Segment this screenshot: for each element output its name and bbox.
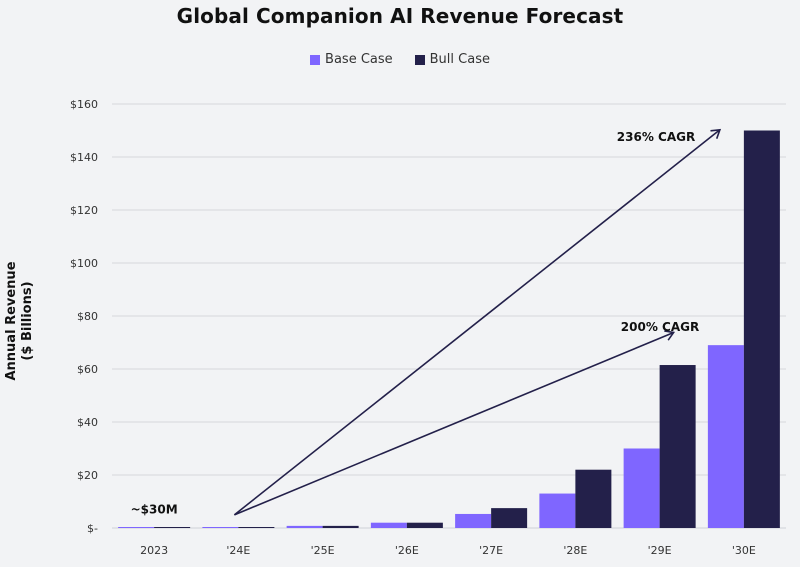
bar-bull-case (154, 527, 191, 528)
legend-item-base-case: Base Case (310, 52, 393, 67)
y-tick-label: $80 (77, 310, 98, 323)
bar-bull-case (491, 508, 528, 528)
legend-label-base-case: Base Case (325, 52, 393, 67)
legend-swatch-base-case (310, 54, 321, 65)
y-tick-label: $100 (70, 257, 98, 270)
legend-label-bull-case: Bull Case (429, 52, 490, 67)
x-tick-label: '25E (311, 544, 335, 557)
legend-swatch-bull-case (414, 54, 425, 65)
y-tick-label: $140 (70, 151, 98, 164)
x-tick-label: 2023 (140, 544, 168, 557)
bar-base-case (539, 493, 576, 528)
y-tick-label: $160 (70, 98, 98, 111)
bar-bull-case (659, 365, 696, 528)
cagr-236-arrow (233, 128, 722, 516)
bar-bull-case (575, 469, 612, 528)
annotation-236-cagr: 236% CAGR (617, 130, 695, 144)
x-tick-label: '26E (395, 544, 419, 557)
y-tick-label: $60 (77, 363, 98, 376)
annotation-30m: ~$30M (131, 502, 178, 516)
chart-title: Global Companion AI Revenue Forecast (176, 4, 624, 28)
bar-base-case (370, 522, 407, 528)
y-tick-label: $20 (77, 469, 98, 482)
bar-base-case (455, 513, 492, 528)
y-tick-label: $120 (70, 204, 98, 217)
x-tick-label: '30E (732, 544, 756, 557)
x-tick-label: '24E (226, 544, 250, 557)
x-tick-label: '29E (648, 544, 672, 557)
bar-base-case (202, 527, 239, 528)
bar-base-case (286, 525, 323, 528)
x-tick-label: '28E (563, 544, 587, 557)
x-tick-label: '27E (479, 544, 503, 557)
y-tick-label: $- (87, 522, 98, 535)
y-tick-label: $40 (77, 416, 98, 429)
bar-bull-case (406, 522, 443, 528)
bar-bull-case (743, 130, 780, 528)
legend: Base Case Bull Case (0, 52, 800, 67)
bar-base-case (623, 448, 660, 528)
annotation-200-cagr: 200% CAGR (621, 320, 699, 334)
bar-bull-case (238, 527, 275, 528)
bar-base-case (707, 345, 744, 528)
legend-item-bull-case: Bull Case (414, 52, 490, 67)
bar-bull-case (322, 525, 359, 528)
bar-base-case (118, 527, 155, 528)
cagr-200-arrow (234, 330, 676, 516)
